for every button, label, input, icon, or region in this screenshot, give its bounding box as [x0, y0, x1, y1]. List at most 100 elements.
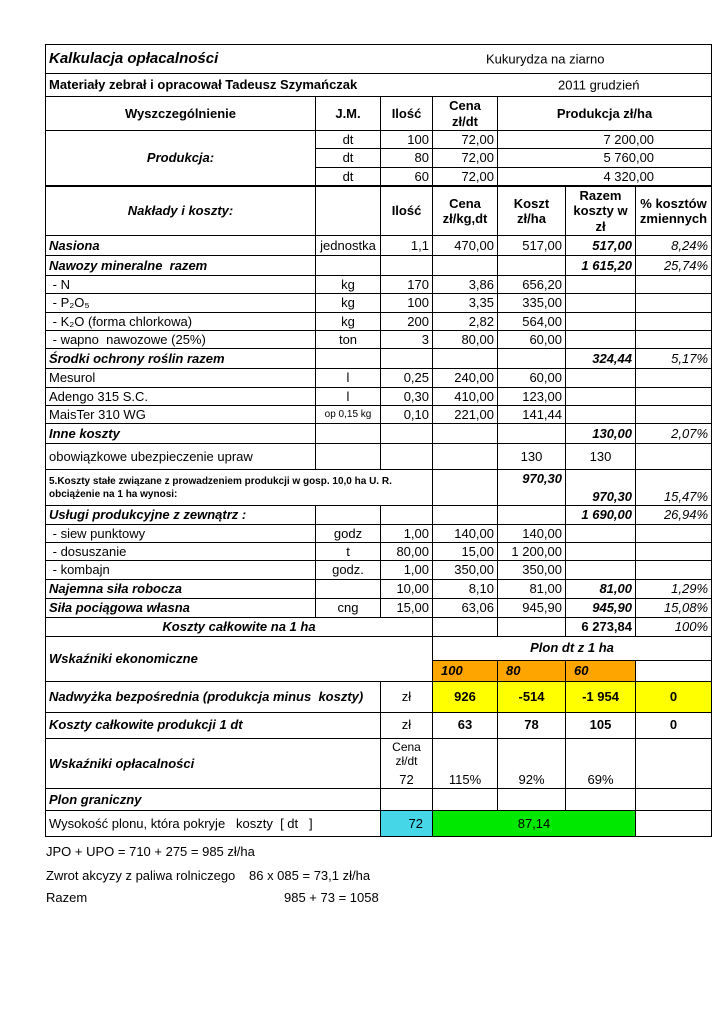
- cell-empty: [497, 505, 566, 525]
- row-nasiona: Nasiona jednostka 1,1 470,00 517,00 517,…: [45, 234, 713, 256]
- row-k2o: - K₂O (forma chlorkowa) kg 200 2,82 564,…: [45, 311, 713, 331]
- plon-graniczny-label: Plon graniczny: [45, 788, 381, 812]
- plon-80-cell: 80: [497, 659, 566, 682]
- cell-empty: [565, 293, 636, 313]
- produkcja-60-wartosc: 4 320,00: [496, 166, 713, 187]
- nadwyzka-label: Nadwyżka bezpośrednia (produkcja minus k…: [45, 680, 381, 713]
- cell-empty: [634, 737, 713, 790]
- cell-empty: [432, 423, 498, 445]
- sila-koszt: 945,90: [497, 597, 566, 618]
- col-header-produkcja-ha: Produkcja zł/ha: [496, 96, 713, 131]
- wskazniki-ekonomiczne-label: Wskaźniki ekonomiczne: [45, 635, 433, 682]
- row-mesurol: Mesurol l 0,25 240,00 60,00: [45, 368, 713, 388]
- row-inne: Inne koszty 130,00 2,07%: [45, 423, 713, 445]
- cell-empty: [315, 505, 381, 525]
- cell-empty: [432, 469, 498, 507]
- wysokosc-ilosc-cell: 72: [380, 810, 433, 838]
- page-title: Kalkulacja opłacalności: [49, 50, 219, 68]
- cell-empty: [565, 368, 636, 388]
- p2o5-jm: kg: [315, 293, 381, 313]
- srodki-procent: 5,17%: [634, 348, 713, 370]
- kombajn-jm: godz.: [315, 560, 381, 580]
- cell-empty: [380, 423, 433, 445]
- cell-empty: [432, 348, 498, 370]
- produkcja-60-cena: 72,00: [432, 166, 498, 187]
- inne-procent: 2,07%: [634, 423, 713, 445]
- siew-cena: 140,00: [432, 523, 498, 543]
- srodki-razem: 324,44: [565, 348, 636, 370]
- row-srodki: Środki ochrony roślin razem 324,44 5,17%: [45, 348, 713, 370]
- nawozy-razem: 1 615,20: [565, 254, 636, 276]
- cell-empty: [497, 616, 566, 637]
- najemna-razem: 81,00: [565, 578, 636, 599]
- n-label: - N: [45, 274, 316, 295]
- row-nawozy: Nawozy mineralne razem 1 615,20 25,74%: [45, 254, 713, 276]
- najemna-ilosc: 10,00: [380, 578, 433, 599]
- cell-empty: [380, 788, 433, 812]
- cell-empty: [565, 560, 636, 580]
- uslugi-razem: 1 690,00: [565, 505, 636, 525]
- n-jm: kg: [315, 274, 381, 295]
- wapno-koszt: 60,00: [497, 329, 566, 350]
- oplacalnosc-100: 115%: [432, 737, 498, 790]
- row-n: - N kg 170 3,86 656,20: [45, 274, 713, 295]
- wapno-cena: 80,00: [432, 329, 498, 350]
- sila-jm: cng: [315, 597, 381, 618]
- cell-empty: [634, 329, 713, 350]
- naklady-header-label: Nakłady i koszty:: [45, 184, 316, 236]
- cell-empty: [634, 368, 713, 388]
- siew-jm: godz: [315, 523, 381, 543]
- ubezpieczenie-razem: 130: [565, 443, 636, 471]
- row-oplacalnosc: Wskaźniki opłacalności Cena zł/dt 72 115…: [45, 737, 713, 790]
- ubezpieczenie-label: obowiązkowe ubezpieczenie upraw: [45, 443, 316, 471]
- date-text: 2011 grudzień: [558, 77, 640, 93]
- produkcja-80-ilosc: 80: [380, 148, 433, 168]
- subtitle-cell: Materiały zebrał i opracował Tadeusz Szy…: [44, 73, 713, 97]
- siew-koszt: 140,00: [497, 523, 566, 543]
- row-produkcja-100: Produkcja: dt 100 72,00 7 200,00: [45, 129, 713, 187]
- dosuszanie-koszt: 1 200,00: [497, 541, 566, 562]
- row-sila: Siła pociągowa własna cng 15,00 63,06 94…: [45, 597, 713, 618]
- col-header-jm: J.M.: [315, 96, 381, 131]
- maister-ilosc: 0,10: [380, 404, 433, 425]
- cell-empty: [432, 616, 498, 637]
- koszt-1dt-unit: zł: [380, 711, 433, 739]
- nasiona-koszt: 517,00: [497, 234, 566, 256]
- footer-akcyza-line: Zwrot akcyzy z paliwa rolniczego 86 x 08…: [46, 868, 686, 883]
- row-uslugi: Usługi produkcyjne z zewnątrz : 1 690,00…: [45, 505, 713, 525]
- k2o-jm: kg: [315, 311, 381, 331]
- cell-empty: [497, 423, 566, 445]
- uslugi-label: Usługi produkcyjne z zewnątrz :: [45, 505, 316, 525]
- cell-empty: [380, 443, 433, 471]
- najemna-procent: 1,29%: [634, 578, 713, 599]
- k2o-koszt: 564,00: [497, 311, 566, 331]
- cell-empty: [634, 560, 713, 580]
- maister-jm: op 0,15 kg: [315, 404, 381, 425]
- uslugi-procent: 26,94%: [634, 505, 713, 525]
- k2o-cena: 2,82: [432, 311, 498, 331]
- cell-empty: [634, 810, 713, 838]
- plon-header: Plon dt z 1 ha: [431, 635, 713, 661]
- cell-empty: [565, 523, 636, 543]
- sila-ilosc: 15,00: [380, 597, 433, 618]
- plon-60-cell: 60: [565, 659, 636, 682]
- col-header-cena-dt: Cena zł/dt: [432, 96, 498, 131]
- koszt-1dt-extra: 0: [634, 711, 713, 739]
- naklady-header-ilosc: Ilość: [380, 184, 433, 236]
- nadwyzka-60: -1 954: [565, 680, 636, 713]
- naklady-header-razem: Razem koszty w zł: [565, 184, 636, 236]
- cell-empty: [634, 293, 713, 313]
- cell-empty: [634, 311, 713, 331]
- n-ilosc: 170: [380, 274, 433, 295]
- nadwyzka-unit: zł: [380, 680, 433, 713]
- produkcja-100-ilosc: 100: [380, 129, 433, 150]
- koszt-1dt-60: 105: [565, 711, 636, 739]
- naklady-header-koszt: Koszt zł/ha: [497, 184, 566, 236]
- oplacalnosc-cena-cell: Cena zł/dt 72: [380, 737, 433, 790]
- row-adengo: Adengo 315 S.C. l 0,30 410,00 123,00: [45, 386, 713, 406]
- row-plon-graniczny: Plon graniczny: [45, 788, 713, 812]
- cell-empty: [432, 505, 498, 525]
- adengo-label: Adengo 315 S.C.: [45, 386, 316, 406]
- footer-akcyza-label: Zwrot akcyzy z paliwa rolniczego: [46, 868, 236, 883]
